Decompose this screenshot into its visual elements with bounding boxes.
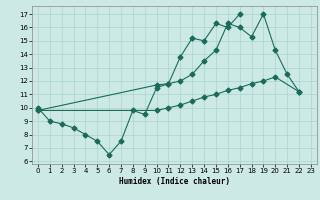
X-axis label: Humidex (Indice chaleur): Humidex (Indice chaleur) <box>119 177 230 186</box>
